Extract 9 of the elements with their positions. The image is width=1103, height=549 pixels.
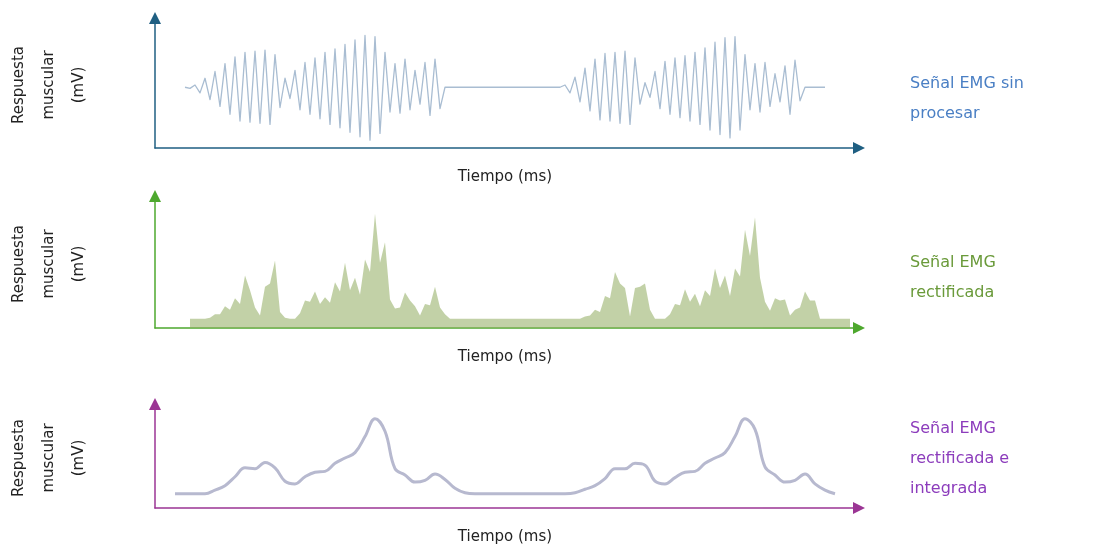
y-axis-title: Respuesta muscular (mV)	[9, 225, 87, 303]
x-axis-title: Tiempo (ms)	[456, 166, 553, 185]
x-axis-title: Tiempo (ms)	[456, 526, 553, 545]
y-axis-title: Respuesta muscular (mV)	[9, 46, 87, 124]
text: Señal EMG rectificada e integrada	[910, 417, 1015, 497]
text: Señal EMG rectificada	[910, 251, 1001, 301]
y-axis-title: Respuesta muscular (mV)	[9, 419, 87, 497]
x-axis-title: Tiempo (ms)	[456, 346, 553, 365]
text: Señal EMG sin procesar	[910, 72, 1029, 122]
